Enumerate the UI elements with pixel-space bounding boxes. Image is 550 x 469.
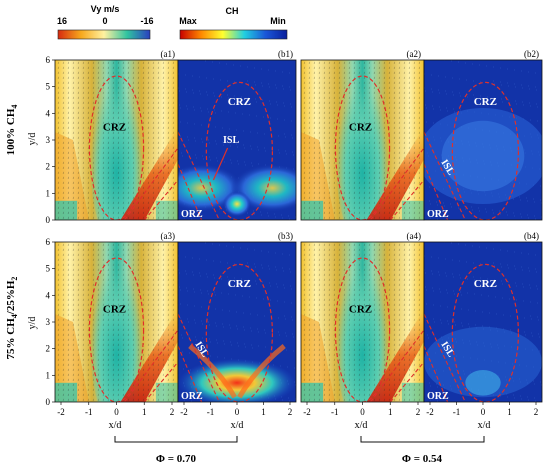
colorbar-vy-max: -16 bbox=[140, 16, 153, 26]
y-axis-label-bottom: y/d bbox=[27, 317, 38, 330]
colorbar-vy-gradient bbox=[57, 29, 151, 40]
x-tick-label: 0 bbox=[114, 407, 119, 417]
x-tick-label: 1 bbox=[507, 407, 512, 417]
y-tick-label: 2 bbox=[46, 344, 51, 354]
y-tick-label: 5 bbox=[46, 264, 51, 274]
x-tick-label: 1 bbox=[261, 407, 266, 417]
x-tick-label: 2 bbox=[288, 407, 293, 417]
condition-label-054: Φ = 0.54 bbox=[402, 453, 443, 465]
row-label-2: 75% CH4/25%H2 bbox=[5, 277, 19, 360]
crz-label: CRZ bbox=[103, 121, 126, 133]
panel-id-label: (b4) bbox=[524, 231, 539, 241]
x-tick-label: 0 bbox=[481, 407, 486, 417]
x-tick-label: -1 bbox=[331, 407, 339, 417]
x-tick-label: -1 bbox=[453, 407, 461, 417]
y-tick-label: 2 bbox=[46, 162, 51, 172]
orz-label: ORZ bbox=[427, 209, 449, 220]
x-axis-label-a4: x/d bbox=[355, 420, 368, 431]
x-tick-label: 2 bbox=[534, 407, 539, 417]
x-tick-label: -1 bbox=[85, 407, 93, 417]
x-tick-label: 2 bbox=[170, 407, 175, 417]
panel-a3: CRZ (a3) bbox=[54, 231, 179, 403]
x-tick-label: 1 bbox=[142, 407, 147, 417]
condition-bracket-054: Φ = 0.54 bbox=[360, 436, 485, 465]
condition-label-070: Φ = 0.70 bbox=[156, 453, 197, 465]
y-axis-label-top: y/d bbox=[27, 133, 38, 146]
y-tick-label: 0 bbox=[46, 215, 51, 225]
panel-id-label: (b3) bbox=[278, 231, 293, 241]
x-axis-label-a3: x/d bbox=[109, 420, 122, 431]
x-tick-label: -1 bbox=[207, 407, 215, 417]
panel-b1: CRZ ISL ORZ (b1) bbox=[177, 49, 297, 221]
x-axis-label-b4: x/d bbox=[478, 420, 491, 431]
y-tick-label: 3 bbox=[46, 135, 51, 145]
colorbar-vy: Vy m/s 16 0 -16 bbox=[57, 4, 154, 40]
panels: CRZ(a1)CRZISLORZ(b1)CRZ(a2)CRZISLORZ(b2)… bbox=[54, 49, 543, 403]
panel-a2: CRZ (a2) bbox=[300, 49, 425, 221]
panel-a1: CRZ (a1) bbox=[54, 49, 179, 221]
orz-label: ORZ bbox=[181, 209, 203, 220]
panel-a4: CRZ (a4) bbox=[300, 231, 425, 403]
y-tick-label: 0 bbox=[46, 397, 51, 407]
colorbar-vy-mid: 0 bbox=[102, 16, 107, 26]
orz-label: ORZ bbox=[427, 391, 449, 402]
condition-bracket-070: Φ = 0.70 bbox=[114, 436, 238, 465]
crz-label: CRZ bbox=[228, 96, 251, 108]
panel-id-label: (b1) bbox=[278, 49, 293, 59]
y-tick-label: 4 bbox=[46, 290, 51, 300]
crz-label: CRZ bbox=[474, 278, 497, 290]
x-tick-label: 0 bbox=[360, 407, 365, 417]
panel-id-label: (a4) bbox=[407, 231, 422, 241]
panel-id-label: (a3) bbox=[161, 231, 176, 241]
panel-id-label: (b2) bbox=[524, 49, 539, 59]
x-axis-label-b3: x/d bbox=[231, 420, 244, 431]
y-tick-label: 3 bbox=[46, 317, 51, 327]
crz-label: CRZ bbox=[474, 96, 497, 108]
panel-id-label: (a1) bbox=[161, 49, 176, 59]
x-tick-label: 0 bbox=[235, 407, 240, 417]
x-tick-label: -2 bbox=[57, 407, 65, 417]
crz-label: CRZ bbox=[349, 303, 372, 315]
x-tick-label: 2 bbox=[416, 407, 421, 417]
colorbar-vy-min: 16 bbox=[57, 16, 67, 26]
colorbar-vy-label: Vy m/s bbox=[91, 4, 120, 14]
y-tick-label: 6 bbox=[46, 55, 51, 65]
row-label-1: 100% CH4 bbox=[5, 105, 19, 156]
crz-label: CRZ bbox=[349, 121, 372, 133]
y-tick-label: 4 bbox=[46, 108, 51, 118]
panel-id-label: (a2) bbox=[407, 49, 422, 59]
y-tick-label: 6 bbox=[46, 237, 51, 247]
x-tick-label: -2 bbox=[426, 407, 434, 417]
x-tick-label: -2 bbox=[303, 407, 311, 417]
isl-label: ISL bbox=[223, 135, 239, 146]
orz-label: ORZ bbox=[181, 391, 203, 402]
y-tick-label: 5 bbox=[46, 82, 51, 92]
crz-label: CRZ bbox=[103, 303, 126, 315]
colorbar-ch-min: Max bbox=[179, 16, 197, 26]
y-tick-label: 1 bbox=[46, 188, 51, 198]
y-tick-labels: 0 1 2 3 4 5 6 0 1 2 3 4 5 6 bbox=[46, 55, 55, 407]
crz-label: CRZ bbox=[228, 278, 251, 290]
colorbar-ch: CH Max Min bbox=[179, 6, 288, 40]
x-tick-label: -2 bbox=[180, 407, 188, 417]
y-tick-label: 1 bbox=[46, 370, 51, 380]
colorbar-ch-gradient bbox=[179, 29, 288, 40]
x-tick-label: 1 bbox=[388, 407, 393, 417]
x-tick-labels: -2 -1 0 1 2 -2 -1 0 1 2 -2 -1 0 1 2 -2 -1 0 1 2 bbox=[57, 402, 538, 417]
colorbar-ch-max: Min bbox=[270, 16, 286, 26]
colorbar-ch-label: CH bbox=[226, 6, 239, 16]
